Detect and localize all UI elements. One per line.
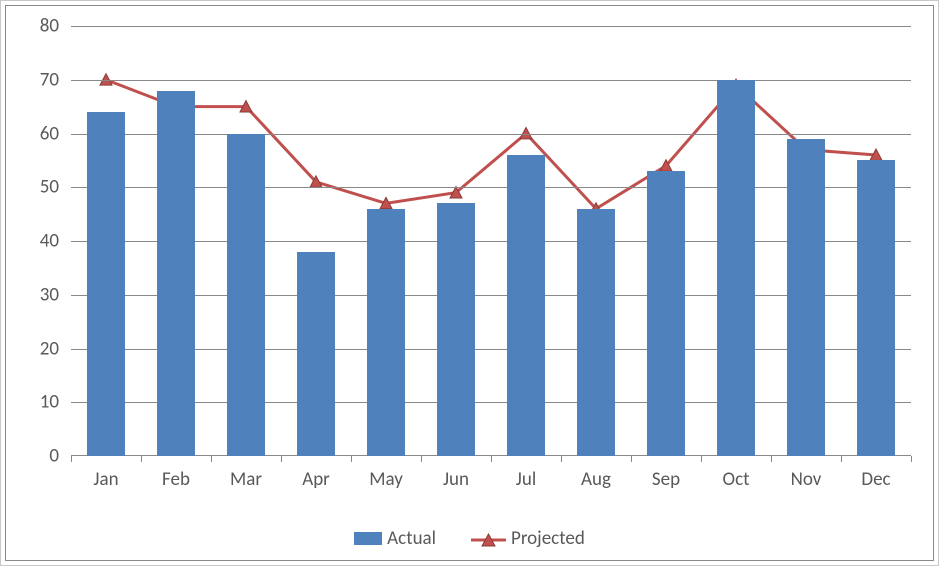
gridline — [71, 80, 911, 81]
y-tick-label: 0 — [49, 445, 71, 468]
x-tick-mark — [211, 456, 212, 462]
x-tick-mark — [771, 456, 772, 462]
x-tick-label: Apr — [302, 456, 330, 491]
gridline — [71, 187, 911, 188]
gridline — [71, 241, 911, 242]
x-tick-label: Oct — [723, 456, 750, 491]
gridline — [71, 349, 911, 350]
x-tick-mark — [561, 456, 562, 462]
gridline — [71, 26, 911, 27]
y-tick-label: 50 — [40, 176, 71, 199]
bar — [857, 160, 896, 456]
x-tick-mark — [71, 456, 72, 462]
x-tick-label: Jan — [93, 456, 118, 491]
y-tick-label: 30 — [40, 283, 71, 306]
bar — [647, 171, 686, 456]
legend-label-actual: Actual — [387, 527, 436, 550]
legend-item-actual: Actual — [354, 527, 436, 550]
x-tick-label: Mar — [230, 456, 262, 491]
x-tick-mark — [281, 456, 282, 462]
y-tick-label: 80 — [40, 15, 71, 38]
bar — [157, 91, 196, 457]
x-tick-label: Feb — [162, 456, 190, 491]
bar — [577, 209, 616, 456]
bar — [717, 80, 756, 456]
plot-area: 01020304050607080JanFebMarAprMayJunJulAu… — [71, 26, 911, 456]
x-tick-label: Nov — [791, 456, 822, 491]
x-tick-mark — [911, 456, 912, 462]
x-tick-mark — [491, 456, 492, 462]
gridline — [71, 134, 911, 135]
x-tick-mark — [841, 456, 842, 462]
bar — [297, 252, 336, 456]
x-tick-mark — [351, 456, 352, 462]
gridline — [71, 295, 911, 296]
x-tick-label: Aug — [581, 456, 611, 491]
chart-container: 0 10 20 30 40 50 60 70 80 Jan Feb Mar Apr May Jun Jul Au… — [0, 0, 939, 566]
bar — [367, 209, 406, 456]
legend-bar-swatch — [354, 532, 382, 545]
bar — [507, 155, 546, 456]
bar — [87, 112, 126, 456]
bar — [787, 139, 826, 456]
x-tick-mark — [421, 456, 422, 462]
x-tick-label: Jun — [443, 456, 469, 491]
x-tick-mark — [631, 456, 632, 462]
y-tick-label: 40 — [40, 230, 71, 253]
y-tick-label: 20 — [40, 337, 71, 360]
y-tick-label: 60 — [40, 122, 71, 145]
y-tick-label: 10 — [40, 391, 71, 414]
x-tick-mark — [141, 456, 142, 462]
x-tick-label: Dec — [861, 456, 890, 491]
x-tick-label: Jul — [516, 456, 536, 491]
gridline — [71, 402, 911, 403]
legend-label-projected: Projected — [511, 527, 585, 550]
x-tick-label: Sep — [652, 456, 680, 491]
y-tick-label: 70 — [40, 68, 71, 91]
legend-line-swatch — [471, 531, 506, 547]
legend-item-projected: Projected — [471, 527, 585, 550]
bar — [437, 203, 476, 456]
x-tick-label: May — [369, 456, 403, 491]
bar — [227, 134, 266, 457]
x-tick-mark — [701, 456, 702, 462]
line-series-path — [106, 80, 876, 209]
legend: Actual Projected — [1, 527, 938, 550]
